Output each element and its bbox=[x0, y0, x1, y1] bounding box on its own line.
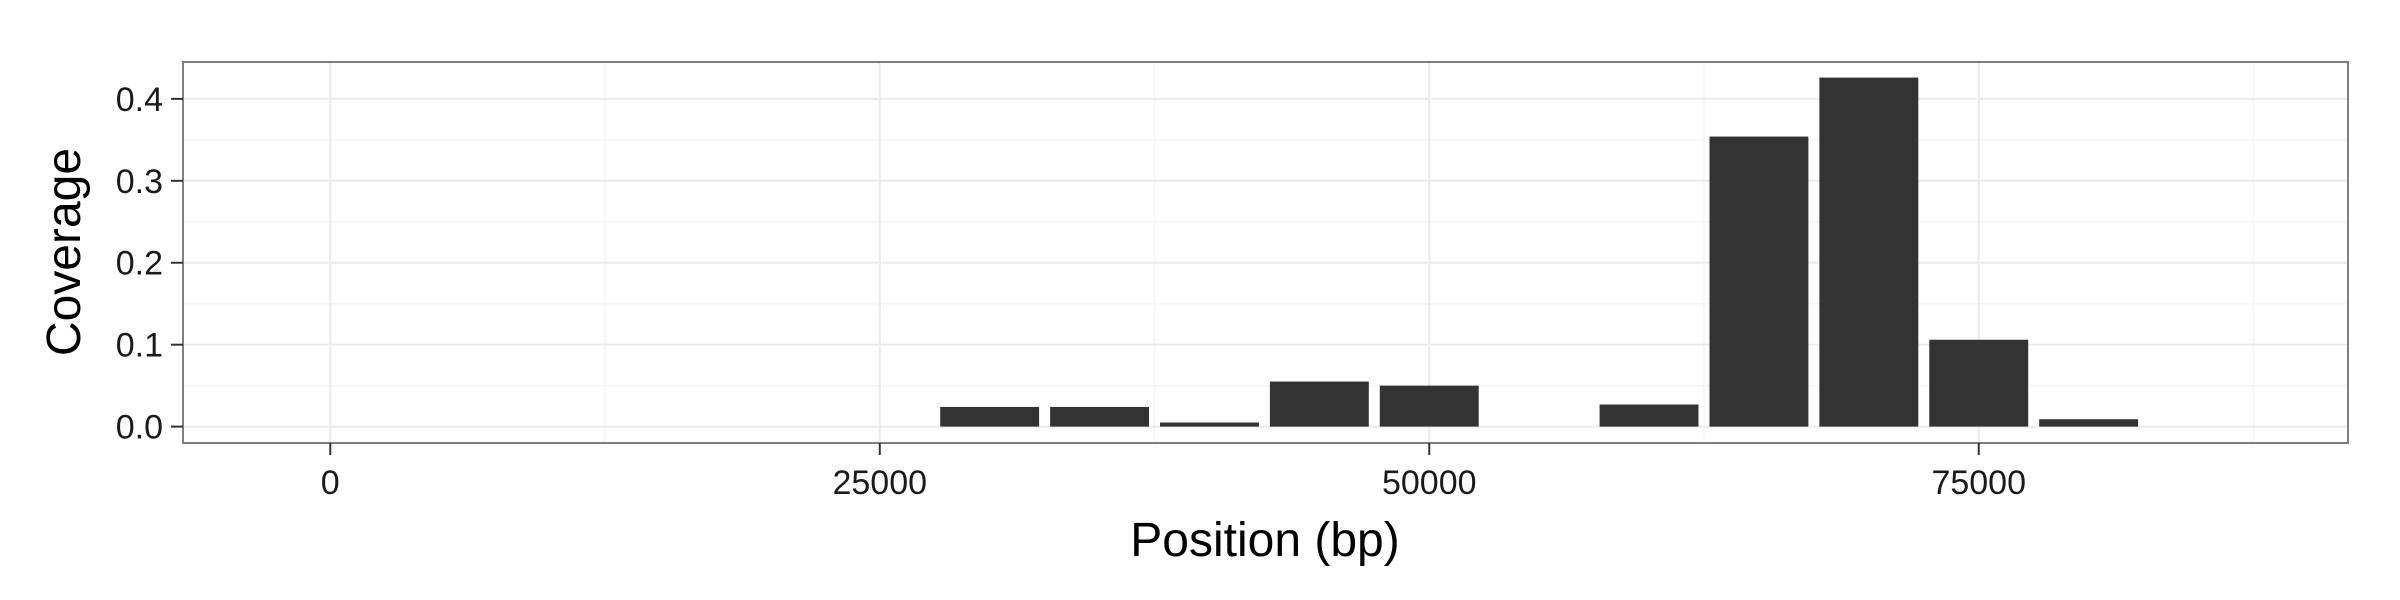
bar bbox=[1819, 77, 1919, 427]
minor-gridlines bbox=[183, 62, 2348, 443]
x-tick-label: 25000 bbox=[832, 464, 927, 502]
y-axis-title: Coverage bbox=[38, 148, 91, 356]
x-tick-label: 0 bbox=[321, 464, 340, 502]
plot-panel-border bbox=[182, 61, 2349, 444]
bar bbox=[940, 406, 1040, 427]
x-tick-label: 50000 bbox=[1382, 464, 1477, 502]
bar bbox=[1159, 422, 1259, 427]
bars bbox=[940, 77, 2139, 427]
y-tick-label: 0.1 bbox=[116, 327, 163, 365]
y-tick-label: 0.0 bbox=[116, 409, 163, 447]
x-tick-label: 75000 bbox=[1931, 464, 2026, 502]
x-axis-title: Position (bp) bbox=[1130, 514, 1399, 567]
y-tick-label: 0.4 bbox=[116, 81, 163, 119]
y-axis: 0.0 0.1 0.2 0.3 0.4 bbox=[116, 81, 183, 447]
bar bbox=[1269, 381, 1369, 427]
bar bbox=[1599, 404, 1699, 427]
bar bbox=[1709, 136, 1809, 427]
y-tick-label: 0.3 bbox=[116, 163, 163, 201]
bar bbox=[1050, 406, 1150, 427]
bar bbox=[1379, 385, 1479, 427]
y-tick-label: 0.2 bbox=[116, 245, 163, 283]
x-axis: 0 25000 50000 75000 bbox=[321, 443, 2026, 502]
bar bbox=[1929, 339, 2029, 427]
bar bbox=[2039, 419, 2139, 427]
